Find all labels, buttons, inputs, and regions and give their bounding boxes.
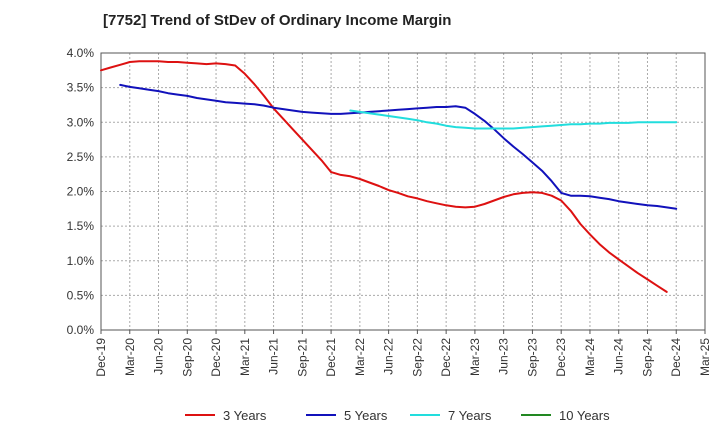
- grid: [101, 53, 705, 330]
- series-line-5-years: [119, 83, 678, 210]
- x-tick-label: Sep-20: [180, 338, 194, 377]
- plot-frame: [100, 52, 706, 331]
- x-tick-label: Mar-23: [468, 338, 482, 376]
- x-tick-label: Sep-24: [640, 338, 654, 377]
- y-tick-label: 3.0%: [67, 115, 95, 129]
- x-tick-label: Jun-22: [382, 338, 396, 375]
- y-tick-label: 4.0%: [67, 46, 95, 60]
- legend-label-3-years: 3 Years: [223, 408, 267, 423]
- x-tick-label: Dec-19: [94, 338, 108, 377]
- x-tick-label: Dec-20: [209, 338, 223, 377]
- x-tick-label: Dec-21: [324, 338, 338, 377]
- series-line-3-years: [100, 60, 668, 293]
- x-tick-label: Dec-22: [439, 338, 453, 377]
- series-line-7-years: [349, 109, 678, 130]
- x-tick-label: Sep-22: [410, 338, 424, 377]
- y-tick-label: 2.0%: [67, 185, 95, 199]
- x-tick-label: Mar-24: [583, 338, 597, 376]
- x-tick-label: Mar-25: [698, 338, 712, 376]
- x-tick-label: Jun-21: [267, 338, 281, 375]
- y-tick-label: 3.5%: [67, 81, 95, 95]
- x-tick-label: Jun-20: [152, 338, 166, 375]
- x-tick-label: Jun-23: [497, 338, 511, 375]
- y-tick-label: 1.0%: [67, 254, 95, 268]
- series-lines: [100, 60, 678, 293]
- x-tick-label: Mar-20: [123, 338, 137, 376]
- y-tick-label: 0.5%: [67, 288, 95, 302]
- legend-label-10-years: 10 Years: [559, 408, 610, 423]
- legend-label-5-years: 5 Years: [344, 408, 388, 423]
- x-tick-label: Mar-21: [238, 338, 252, 376]
- y-tick-label: 1.5%: [67, 219, 95, 233]
- axes: 0.0% 0.5% 1.0% 1.5% 2.0% 2.5% 3.0% 3.5% 4.0% Dec-…: [67, 46, 712, 377]
- y-tick-label: 0.0%: [67, 323, 95, 337]
- x-tick-label: Sep-21: [295, 338, 309, 377]
- y-tick-label: 2.5%: [67, 150, 95, 164]
- legend-label-7-years: 7 Years: [448, 408, 492, 423]
- chart-title: [7752] Trend of StDev of Ordinary Income…: [103, 12, 452, 29]
- x-tick-label: Sep-23: [525, 338, 539, 377]
- x-tick-label: Dec-23: [554, 338, 568, 377]
- x-tick-label: Mar-22: [353, 338, 367, 376]
- legend: 3 Years 5 Years 7 Years 10 Years: [185, 408, 610, 423]
- x-tick-label: Jun-24: [612, 338, 626, 375]
- x-tick-label: Dec-24: [669, 338, 683, 377]
